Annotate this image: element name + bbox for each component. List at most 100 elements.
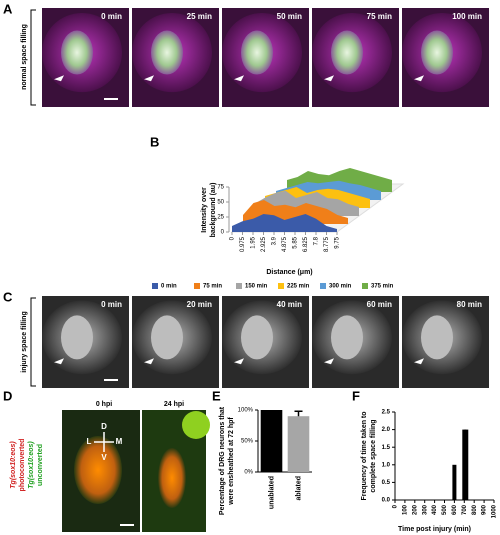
cell — [158, 448, 186, 508]
arrow — [144, 358, 154, 365]
cell — [61, 30, 93, 75]
x-tick-label: 500 — [442, 504, 448, 515]
x-tick-label: 700 — [462, 504, 468, 515]
time-label: 100 min — [452, 12, 482, 21]
x-tick-label: 3.9 — [272, 236, 278, 245]
x-tick-label: 900 — [482, 504, 488, 515]
time-label: 0 min — [101, 12, 122, 21]
cell — [331, 30, 363, 75]
legend-text: Tg(sox10:eos) — [10, 441, 17, 489]
y-tick-label: 0.0 — [382, 498, 391, 504]
arrow — [414, 358, 424, 365]
arrow — [234, 75, 244, 82]
time-label: 0 min — [101, 300, 122, 309]
y-tick-label: 50 — [217, 200, 224, 206]
time-label: 25 min — [187, 12, 212, 21]
cell — [74, 436, 122, 504]
bracket — [30, 297, 36, 387]
y-tick-label: 2.5 — [382, 410, 391, 416]
bar — [452, 464, 457, 500]
legend-label: 225 min — [287, 284, 310, 290]
x-tick-label: 4.875 — [282, 236, 288, 252]
legend-swatch — [278, 283, 284, 289]
x-tick-label: 6.825 — [303, 236, 309, 252]
x-axis-label: Time post injury (min) — [398, 526, 471, 533]
time-label: 80 min — [457, 300, 482, 309]
row-label: injury space filling — [21, 311, 28, 372]
panel-label: E — [212, 388, 221, 403]
arrow — [54, 358, 64, 365]
area — [232, 214, 337, 232]
legend-swatch — [152, 283, 158, 289]
legend-swatch — [320, 283, 326, 289]
legend-label: 300 min — [329, 284, 352, 290]
panel-label: D — [3, 388, 12, 403]
x-tick-label: 0.975 — [240, 236, 246, 252]
bar — [464, 429, 469, 500]
legend-text: unconverted — [37, 444, 44, 486]
cell — [151, 315, 183, 360]
y-tick-label: 2.0 — [382, 427, 391, 433]
bar — [287, 416, 310, 472]
x-tick-label: 800 — [472, 504, 478, 515]
x-tick-label: 1.95 — [251, 236, 257, 248]
x-tick-label: 300 — [422, 504, 428, 515]
arrow — [234, 358, 244, 365]
y-tick-label: 0% — [244, 470, 253, 476]
arrow — [144, 75, 154, 82]
arrow — [414, 75, 424, 82]
compass-label: D — [101, 422, 107, 431]
y-tick-label: 0 — [221, 230, 225, 236]
panel-label: C — [3, 289, 13, 304]
legend-text: Tg(sox10:eos) — [28, 441, 35, 489]
x-tick-label: unablated — [268, 476, 275, 509]
arrow — [324, 75, 334, 82]
x-axis-label: Distance (μm) — [266, 269, 312, 276]
arrow — [54, 75, 64, 82]
x-tick-label: 2.925 — [261, 236, 267, 252]
cell — [421, 30, 453, 75]
legend-text: photoconverted — [19, 439, 26, 492]
x-tick-label: 8.775 — [324, 236, 330, 252]
legend-swatch — [236, 283, 242, 289]
y-axis-label: complete space filling — [370, 419, 377, 492]
legend-label: 75 min — [203, 284, 222, 290]
row-label: normal space filling — [21, 24, 28, 90]
x-tick-label: 0 — [393, 504, 399, 508]
y-axis-label: were ensheathed at 72 hpf — [228, 417, 235, 506]
compass-label: V — [101, 453, 107, 462]
x-tick-label: 1000 — [492, 504, 498, 518]
x-tick-label: 100 — [402, 504, 408, 515]
panel-label: A — [3, 1, 13, 16]
compass-label: L — [87, 437, 92, 446]
y-axis-label: Percentage of DRG neurons that — [219, 406, 226, 515]
cell — [331, 315, 363, 360]
y-tick-label: 75 — [217, 185, 224, 191]
y-tick-label: 25 — [217, 215, 224, 221]
time-label: 20 min — [187, 300, 212, 309]
x-tick-label: 0 — [230, 236, 236, 240]
y-tick-label: 1.0 — [382, 462, 391, 468]
time-label: 40 min — [277, 300, 302, 309]
compass — [94, 432, 114, 452]
time-label: 75 min — [367, 12, 392, 21]
x-tick-label: 5.85 — [293, 236, 299, 248]
bracket — [30, 9, 36, 106]
x-tick-label: 7.8 — [314, 236, 320, 245]
y-tick-label: 100% — [238, 408, 254, 414]
bar — [260, 410, 283, 472]
cell — [61, 315, 93, 360]
legend-swatch — [194, 283, 200, 289]
legend-label: 375 min — [371, 284, 394, 290]
x-tick-label: ablated — [295, 476, 302, 501]
arrow — [324, 358, 334, 365]
x-tick-label: 600 — [452, 504, 458, 515]
y-axis-label: Frequency of time taken to — [361, 411, 368, 500]
y-axis-label: background (au) — [210, 183, 217, 238]
error-bar — [294, 410, 303, 417]
cell — [182, 411, 210, 439]
y-tick-label: 0.5 — [382, 480, 391, 486]
cell — [241, 315, 273, 360]
panel-label: F — [352, 388, 360, 403]
cell — [241, 30, 273, 75]
